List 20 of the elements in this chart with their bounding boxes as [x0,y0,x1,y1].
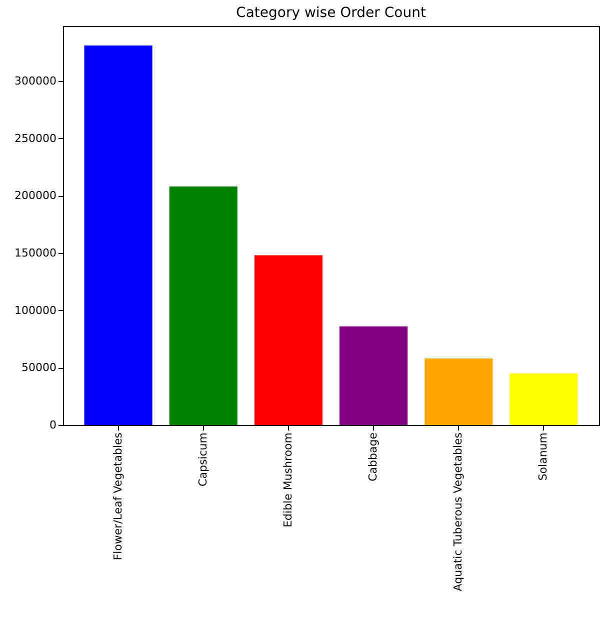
bar [169,186,238,425]
chart-title: Category wise Order Count [236,5,426,21]
y-tick-label: 100000 [14,304,56,317]
y-tick-label: 150000 [14,246,56,260]
y-tick-label: 200000 [14,189,56,202]
x-tick-label: Flower/Leaf Vegetables [111,432,124,560]
y-tick-label: 250000 [14,132,56,145]
x-tick-label: Cabbage [366,432,380,482]
x-tick-label: Edible Mushroom [281,432,294,528]
y-tick-label: 50000 [22,361,56,374]
x-tick-label: Solanum [536,432,550,481]
bar [424,358,493,425]
x-tick-label: Aquatic Tuberous Vegetables [452,432,465,592]
bar [510,373,578,425]
bar [254,255,322,425]
bar [84,45,152,425]
bar [340,326,408,425]
x-tick-label: Capsicum [196,432,210,486]
y-tick-label: 0 [50,418,56,432]
y-tick-label: 300000 [14,74,56,88]
